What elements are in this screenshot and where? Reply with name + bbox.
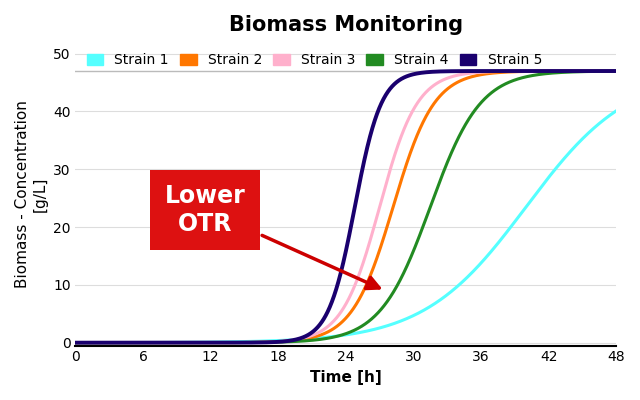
Strain 3: [596, 69, 604, 74]
Strain 2: [320, 331, 328, 336]
Legend: Strain 1, Strain 2, Strain 3, Strain 4, Strain 5: Strain 1, Strain 2, Strain 3, Strain 4, …: [83, 49, 546, 71]
Line: Strain 2: Strain 2: [76, 71, 616, 343]
Strain 4: [596, 69, 604, 74]
Strain 1: [335, 334, 342, 338]
Strain 2: [596, 69, 604, 74]
Strain 1: [72, 340, 79, 345]
Title: Biomass Monitoring: Biomass Monitoring: [228, 15, 463, 35]
Strain 1: [99, 340, 107, 345]
Strain 3: [612, 69, 620, 74]
Strain 3: [596, 69, 604, 74]
Strain 5: [497, 69, 505, 74]
Strain 3: [320, 327, 328, 332]
Strain 3: [72, 340, 79, 345]
Strain 5: [596, 69, 604, 74]
Strain 2: [612, 69, 620, 74]
Strain 2: [335, 323, 342, 328]
Strain 5: [72, 340, 79, 345]
Strain 3: [99, 340, 107, 345]
Strain 4: [596, 69, 604, 74]
Strain 4: [335, 334, 342, 338]
Strain 4: [497, 84, 505, 88]
Line: Strain 4: Strain 4: [76, 71, 616, 343]
Strain 5: [612, 69, 620, 74]
Line: Strain 3: Strain 3: [76, 71, 616, 343]
Strain 3: [497, 69, 505, 74]
Strain 4: [320, 336, 328, 341]
Text: Lower
OTR: Lower OTR: [164, 184, 379, 288]
Strain 2: [596, 69, 604, 74]
Strain 1: [320, 335, 328, 340]
Y-axis label: Biomass - Concentration
[g/L]: Biomass - Concentration [g/L]: [15, 100, 47, 288]
Strain 2: [497, 70, 505, 75]
Strain 4: [72, 340, 79, 345]
Strain 1: [612, 108, 620, 113]
Strain 2: [99, 340, 107, 345]
Strain 5: [99, 340, 107, 345]
Line: Strain 1: Strain 1: [76, 111, 616, 343]
Strain 1: [497, 237, 505, 242]
Strain 4: [612, 69, 620, 74]
Strain 5: [335, 279, 342, 284]
Strain 3: [335, 313, 342, 318]
Strain 2: [72, 340, 79, 345]
Strain 5: [596, 69, 604, 74]
Strain 5: [320, 316, 328, 321]
Strain 4: [99, 340, 107, 345]
Line: Strain 5: Strain 5: [76, 71, 616, 343]
Strain 1: [596, 120, 604, 125]
Strain 1: [596, 120, 604, 125]
X-axis label: Time [h]: Time [h]: [310, 370, 381, 385]
